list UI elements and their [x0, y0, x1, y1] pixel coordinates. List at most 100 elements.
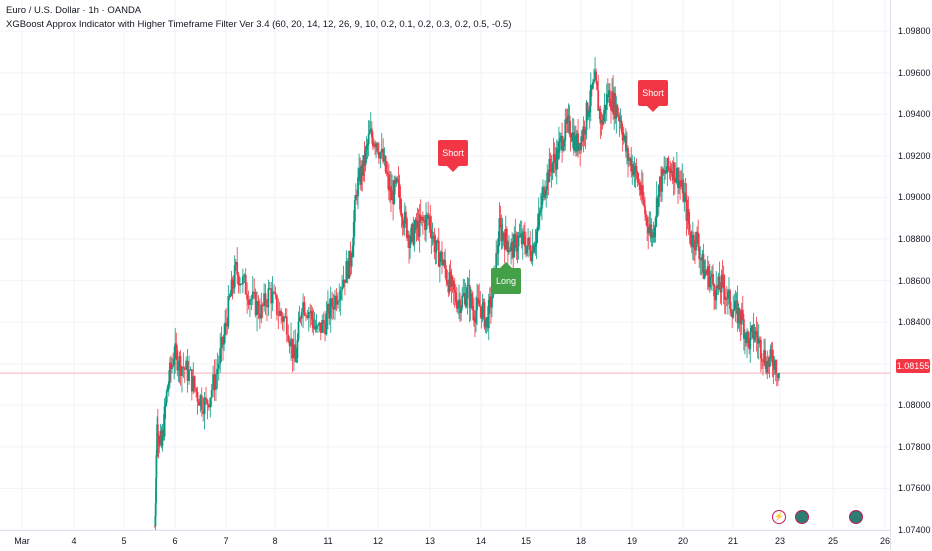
candle-body	[290, 338, 292, 347]
price-scale[interactable]	[890, 0, 932, 550]
candle-body	[729, 290, 731, 310]
candle-body	[266, 305, 268, 308]
candle-body	[548, 158, 551, 183]
candle-body	[410, 227, 413, 243]
candle-body	[497, 244, 500, 254]
candle-body	[404, 211, 407, 219]
candle-body	[376, 143, 379, 152]
candle-body	[756, 337, 759, 344]
candle-body	[443, 260, 446, 264]
candle-body	[504, 228, 507, 250]
candle-body	[442, 263, 444, 266]
candle-body	[339, 290, 342, 300]
candle-body	[598, 108, 601, 111]
candle-body	[500, 224, 503, 241]
candle-body	[172, 364, 174, 366]
candle-body	[619, 120, 622, 122]
candle-body	[329, 298, 332, 319]
candle-body	[223, 334, 225, 345]
x-tick-label: 5	[121, 536, 127, 546]
candle-body	[716, 285, 719, 289]
candle-body	[216, 368, 219, 375]
candle-body	[421, 217, 424, 221]
candle-body	[720, 274, 723, 293]
candle-body	[682, 179, 685, 202]
candle-body	[694, 247, 696, 251]
candle-body	[176, 350, 179, 371]
candle-body	[247, 299, 250, 305]
candle-body	[706, 266, 709, 275]
candle-body	[775, 373, 778, 375]
candle-body	[226, 323, 229, 327]
calendar-event-icon[interactable]	[795, 510, 809, 524]
candle-body	[525, 246, 527, 254]
candle-body	[305, 315, 307, 317]
candle-body	[322, 320, 325, 324]
candle-body	[748, 339, 751, 350]
candle-body	[400, 212, 403, 217]
candle-body	[592, 82, 594, 89]
candle-body	[367, 134, 370, 144]
candle-body	[641, 185, 644, 201]
candle-body	[419, 214, 422, 221]
candle-body	[325, 313, 328, 335]
candle-body	[638, 183, 641, 191]
candle-body	[538, 211, 541, 214]
candle-body	[483, 302, 486, 328]
candle-body	[209, 397, 212, 408]
candle-body	[458, 299, 460, 304]
candle-body	[261, 304, 264, 307]
candle-body	[651, 232, 654, 238]
candle-body	[395, 178, 398, 184]
candle-body	[206, 399, 209, 405]
candle-body	[629, 158, 632, 160]
price-chart[interactable]	[0, 0, 890, 530]
candle-body	[384, 156, 387, 172]
symbol-title[interactable]: Euro / U.S. Dollar · 1h · OANDA	[6, 5, 142, 16]
candle-body	[175, 343, 178, 351]
candle-body	[568, 115, 571, 133]
candle-body	[445, 269, 448, 281]
indicator-title[interactable]: XGBoost Approx Indicator with Higher Tim…	[6, 19, 512, 30]
candle-body	[278, 310, 281, 316]
candle-body	[761, 358, 763, 362]
candle-body	[352, 221, 355, 246]
candle-body	[243, 274, 246, 277]
candle-body	[766, 361, 769, 373]
calendar-event-icon[interactable]	[849, 510, 863, 524]
candle-body	[573, 135, 576, 151]
candle-body	[520, 233, 523, 245]
candle-body	[432, 235, 435, 237]
candle-body	[403, 211, 406, 228]
y-tick-label: 1.08600	[898, 275, 931, 286]
candle-body	[335, 295, 338, 305]
time-axis[interactable]	[0, 530, 890, 551]
candle-body	[411, 223, 414, 228]
candle-body	[327, 303, 329, 314]
candle-body	[697, 232, 700, 247]
candle-body	[179, 356, 182, 377]
candle-body	[447, 283, 450, 293]
candle-body	[735, 300, 738, 302]
lightning-icon[interactable]: ⚡	[772, 510, 786, 524]
candle-body	[754, 331, 757, 336]
candle-body	[529, 245, 532, 257]
x-tick-label: 13	[424, 536, 436, 546]
candle-body	[193, 376, 196, 389]
candle-body	[482, 302, 485, 305]
candle-body	[328, 303, 331, 319]
candle-body	[742, 319, 745, 339]
candle-body	[159, 435, 161, 445]
candle-body	[503, 238, 506, 250]
candle-body	[737, 308, 740, 324]
x-tick-label: 14	[475, 536, 487, 546]
candle-body	[453, 290, 456, 293]
candle-body	[661, 169, 663, 192]
candle-body	[755, 331, 758, 338]
candle-body	[213, 374, 216, 390]
candle-body	[227, 296, 230, 327]
candle-body	[715, 285, 718, 301]
candle-body	[161, 429, 164, 446]
candle-body	[733, 309, 736, 312]
